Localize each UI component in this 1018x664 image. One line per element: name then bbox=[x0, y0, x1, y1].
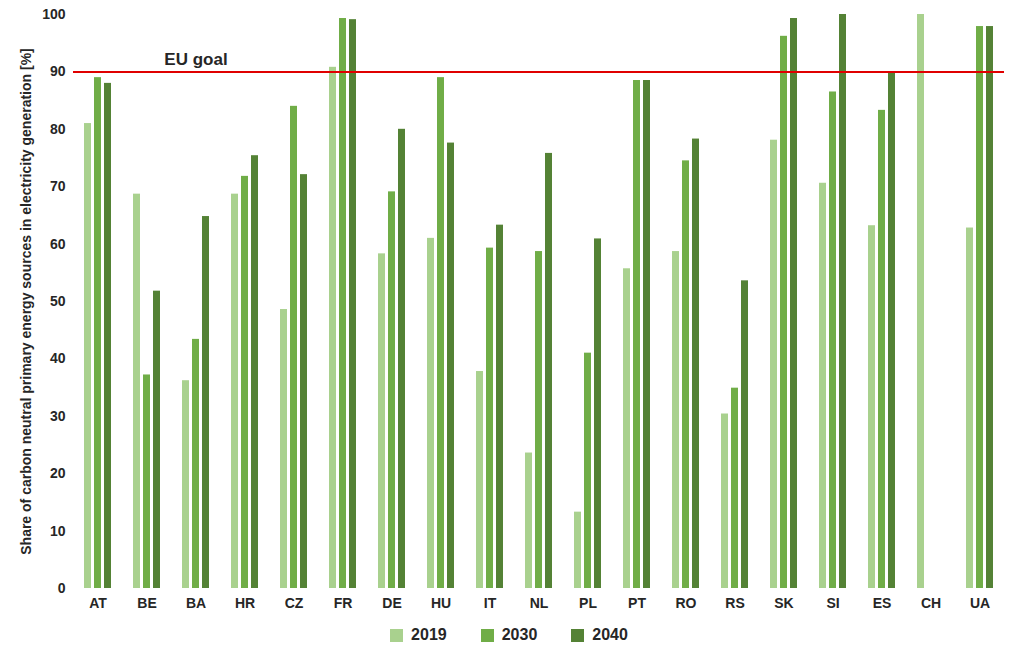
svg-text:100: 100 bbox=[42, 6, 66, 22]
svg-text:UA: UA bbox=[970, 595, 990, 611]
svg-text:HU: HU bbox=[431, 595, 451, 611]
html-text:2019: 2019 bbox=[411, 626, 447, 643]
svg-text:80: 80 bbox=[50, 121, 66, 137]
svg-text:BA: BA bbox=[186, 595, 206, 611]
svg-text:30: 30 bbox=[50, 408, 66, 424]
svg-text:PT: PT bbox=[628, 595, 646, 611]
svg-text:FR: FR bbox=[334, 595, 353, 611]
html-text:2030: 2030 bbox=[501, 626, 538, 643]
svg-text:SI: SI bbox=[826, 595, 839, 611]
svg-text:20: 20 bbox=[50, 465, 66, 481]
svg-text:50: 50 bbox=[50, 293, 66, 309]
svg-text:Share of carbon neutral primar: Share of carbon neutral primary energy s… bbox=[18, 48, 34, 555]
svg-text:0: 0 bbox=[58, 580, 66, 596]
svg-text:HR: HR bbox=[235, 595, 255, 611]
svg-text:AT: AT bbox=[89, 595, 107, 611]
svg-text:90: 90 bbox=[50, 63, 66, 79]
svg-text:EU goal: EU goal bbox=[164, 50, 227, 69]
svg-text:RO: RO bbox=[676, 595, 697, 611]
svg-text:NL: NL bbox=[530, 595, 549, 611]
svg-text:ES: ES bbox=[873, 595, 892, 611]
svg-text:40: 40 bbox=[50, 350, 66, 366]
svg-text:IT: IT bbox=[484, 595, 497, 611]
svg-text:CH: CH bbox=[921, 595, 941, 611]
svg-text:PL: PL bbox=[579, 595, 597, 611]
svg-text:SK: SK bbox=[774, 595, 793, 611]
svg-text:CZ: CZ bbox=[285, 595, 304, 611]
svg-text:RS: RS bbox=[725, 595, 744, 611]
svg-text:DE: DE bbox=[382, 595, 401, 611]
svg-text:60: 60 bbox=[50, 236, 66, 252]
svg-text:70: 70 bbox=[50, 178, 66, 194]
svg-text:BE: BE bbox=[137, 595, 156, 611]
html-text:2040: 2040 bbox=[592, 626, 628, 643]
svg-text:10: 10 bbox=[50, 523, 66, 539]
